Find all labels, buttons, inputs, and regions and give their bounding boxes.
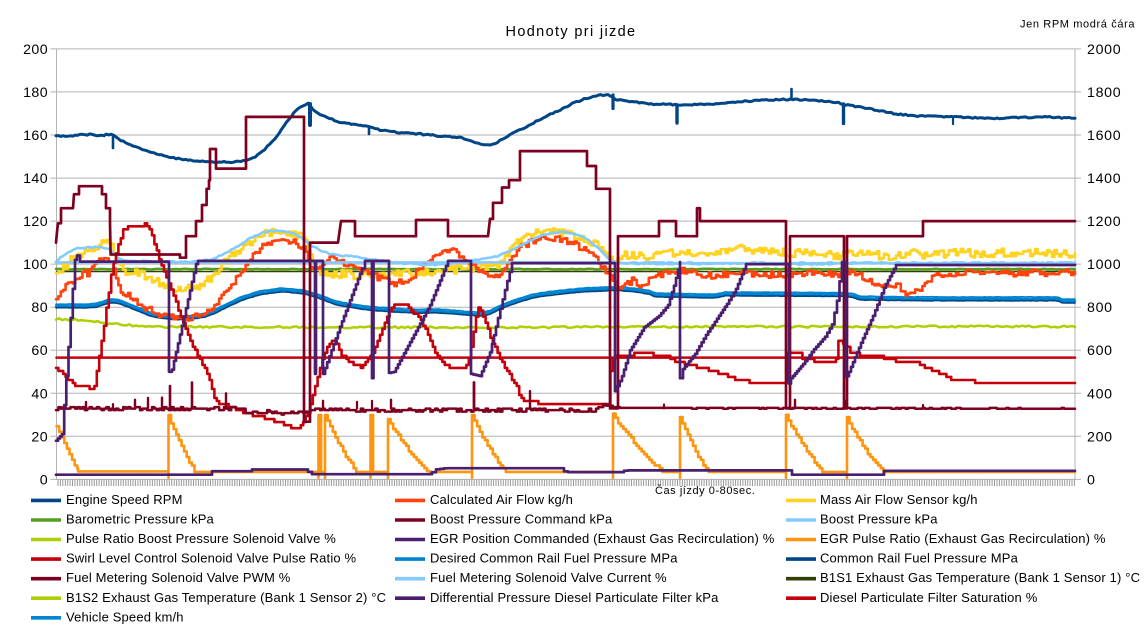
svg-text:Čas jízdy 0-80sec.: Čas jízdy 0-80sec. — [655, 484, 755, 497]
svg-text:1000: 1000 — [1087, 257, 1121, 273]
svg-text:80: 80 — [31, 300, 48, 316]
svg-text:B1S2 Exhaust Gas Temperature (: B1S2 Exhaust Gas Temperature (Bank 1 Sen… — [66, 590, 386, 605]
svg-text:160: 160 — [23, 128, 48, 144]
svg-text:40: 40 — [31, 386, 48, 402]
svg-text:100: 100 — [23, 257, 48, 273]
svg-text:B1S1 Exhaust Gas Temperature (: B1S1 Exhaust Gas Temperature (Bank 1 Sen… — [820, 570, 1140, 585]
svg-text:Jen RPM modrá čára: Jen RPM modrá čára — [1020, 19, 1135, 31]
svg-text:Differential Pressure Diesel P: Differential Pressure Diesel Particulate… — [430, 590, 719, 605]
svg-text:Boost Pressure Command kPa: Boost Pressure Command kPa — [430, 512, 613, 527]
svg-text:Common Rail Fuel Pressure MPa: Common Rail Fuel Pressure MPa — [820, 551, 1019, 566]
svg-text:Desired Common Rail Fuel Press: Desired Common Rail Fuel Pressure MPa — [430, 551, 678, 566]
svg-text:Vehicle Speed km/h: Vehicle Speed km/h — [66, 609, 184, 624]
svg-text:600: 600 — [1087, 343, 1113, 359]
svg-text:200: 200 — [23, 42, 48, 58]
svg-text:1200: 1200 — [1087, 214, 1121, 230]
svg-text:1600: 1600 — [1087, 128, 1121, 144]
svg-text:Mass Air Flow Sensor kg/h: Mass Air Flow Sensor kg/h — [820, 492, 978, 507]
svg-text:Engine Speed RPM: Engine Speed RPM — [66, 492, 183, 507]
svg-text:200: 200 — [1087, 429, 1113, 445]
svg-text:60: 60 — [31, 343, 48, 359]
svg-text:Boost Pressure kPa: Boost Pressure kPa — [820, 512, 938, 527]
svg-text:1800: 1800 — [1087, 85, 1121, 101]
svg-text:EGR Pulse Ratio (Exhaust Gas R: EGR Pulse Ratio (Exhaust Gas Recirculati… — [820, 531, 1106, 546]
svg-text:Pulse Ratio Boost Pressure Sol: Pulse Ratio Boost Pressure Solenoid Valv… — [66, 531, 336, 546]
svg-text:Fuel Metering Solenoid Valve P: Fuel Metering Solenoid Valve PWM % — [66, 570, 291, 585]
svg-text:Hodnoty pri jizde: Hodnoty pri jizde — [506, 24, 637, 40]
svg-text:Swirl Level Control Solenoid V: Swirl Level Control Solenoid Valve Pulse… — [66, 551, 357, 566]
svg-text:Diesel Particulate Filter Satu: Diesel Particulate Filter Saturation % — [820, 590, 1038, 605]
svg-text:Calculated Air Flow kg/h: Calculated Air Flow kg/h — [430, 492, 573, 507]
svg-text:800: 800 — [1087, 300, 1113, 316]
svg-text:2000: 2000 — [1087, 42, 1121, 58]
svg-text:EGR Position Commanded (Exhaus: EGR Position Commanded (Exhaust Gas Reci… — [430, 531, 775, 546]
svg-text:140: 140 — [23, 171, 48, 187]
svg-text:180: 180 — [23, 85, 48, 101]
svg-text:Fuel Metering Solenoid Valve C: Fuel Metering Solenoid Valve Current % — [430, 570, 667, 585]
svg-text:120: 120 — [23, 214, 48, 230]
svg-text:0: 0 — [40, 472, 48, 488]
svg-text:400: 400 — [1087, 386, 1113, 402]
svg-text:0: 0 — [1087, 472, 1096, 488]
svg-text:1400: 1400 — [1087, 171, 1121, 187]
svg-text:20: 20 — [31, 429, 48, 445]
svg-text:Barometric Pressure kPa: Barometric Pressure kPa — [66, 512, 215, 527]
